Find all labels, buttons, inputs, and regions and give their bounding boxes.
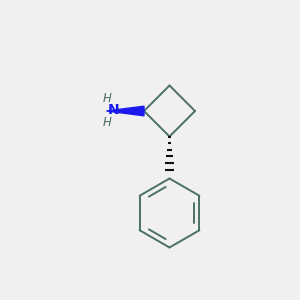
- Text: N: N: [108, 103, 119, 117]
- Text: H: H: [103, 116, 112, 130]
- Polygon shape: [106, 106, 144, 116]
- Text: H: H: [103, 92, 112, 105]
